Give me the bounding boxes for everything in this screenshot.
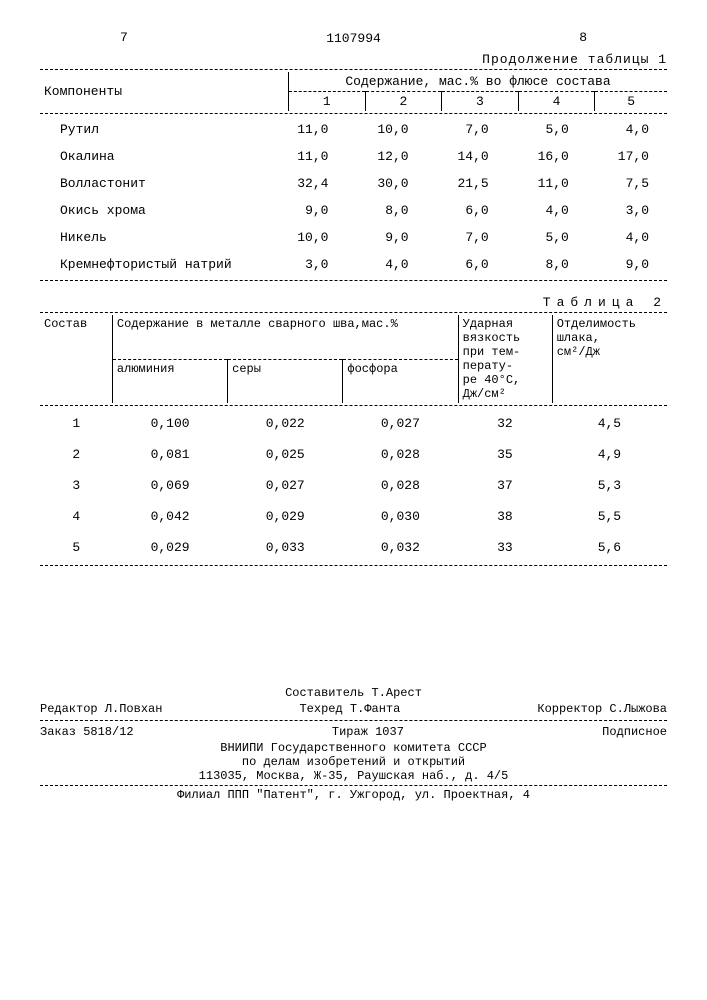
table-1: Компоненты Содержание, мас.% во флюсе со… [40,72,667,111]
divider [40,312,667,313]
divider [40,720,667,721]
t1-h-components: Компоненты [40,72,289,111]
order: Заказ 5818/12 [40,725,134,739]
continuation-label: Продолжение таблицы 1 [40,52,667,67]
page-left: 7 [120,30,128,45]
tech: Техред Т.Фанта [299,702,400,716]
divider [40,565,667,566]
divider [40,280,667,281]
table-row: 40,0420,0290,030385,5 [40,501,667,532]
divider [40,113,667,114]
editor: Редактор Л.Повхан [40,702,162,716]
corrector: Корректор С.Лыжова [537,702,667,716]
table-row: 10,1000,0220,027324,5 [40,408,667,439]
t2-h-content: Содержание в металле сварного шва,мас.% [112,315,458,359]
podpisnoe: Подписное [602,725,667,739]
table-row: Волластонит32,430,021,511,07,5 [40,170,667,197]
table-2-body: 10,1000,0220,027324,520,0810,0250,028354… [40,408,667,563]
table-row: Окись хрома9,08,06,04,03,0 [40,197,667,224]
table-1-body: Рутил11,010,07,05,04,0Окалина11,012,014,… [40,116,667,278]
tirazh: Тираж 1037 [332,725,404,739]
table-row: 30,0690,0270,028375,3 [40,470,667,501]
table-row: Кремнефтористый натрий3,04,06,08,09,0 [40,251,667,278]
divider [40,785,667,786]
t2-h-p: фосфора [343,359,458,403]
divider [40,405,667,406]
page-right: 8 [579,30,587,45]
t2-h-impact: Ударная вязкость при тем- перату- ре 40°… [458,315,552,403]
table-row: 50,0290,0330,032335,6 [40,532,667,563]
org1: ВНИИПИ Государственного комитета СССР [40,741,667,755]
t2-h-sep: Отделимость шлака, см²/Дж [552,315,667,403]
filial: Филиал ППП "Патент", г. Ужгород, ул. Про… [40,788,667,802]
table-row: Окалина11,012,014,016,017,0 [40,143,667,170]
t1-h-content: Содержание, мас.% во флюсе состава [289,72,668,92]
org2: по делам изобретений и открытий [40,755,667,769]
table-2-title: Таблица 2 [40,295,667,310]
compiler: Составитель Т.Арест [40,686,667,700]
table-2-head: Состав Содержание в металле сварного шва… [40,315,667,403]
doc-number: 1107994 [40,31,667,46]
divider [40,69,667,70]
table-row: 20,0810,0250,028354,9 [40,439,667,470]
t2-h-sostav: Состав [40,315,112,403]
footer: Составитель Т.Арест Редактор Л.Повхан Те… [40,686,667,802]
table-row: Никель10,09,07,05,04,0 [40,224,667,251]
org3: 113035, Москва, Ж-35, Раушская наб., д. … [40,769,667,783]
t2-h-s: серы [228,359,343,403]
table-row: Рутил11,010,07,05,04,0 [40,116,667,143]
t2-h-al: алюминия [112,359,227,403]
